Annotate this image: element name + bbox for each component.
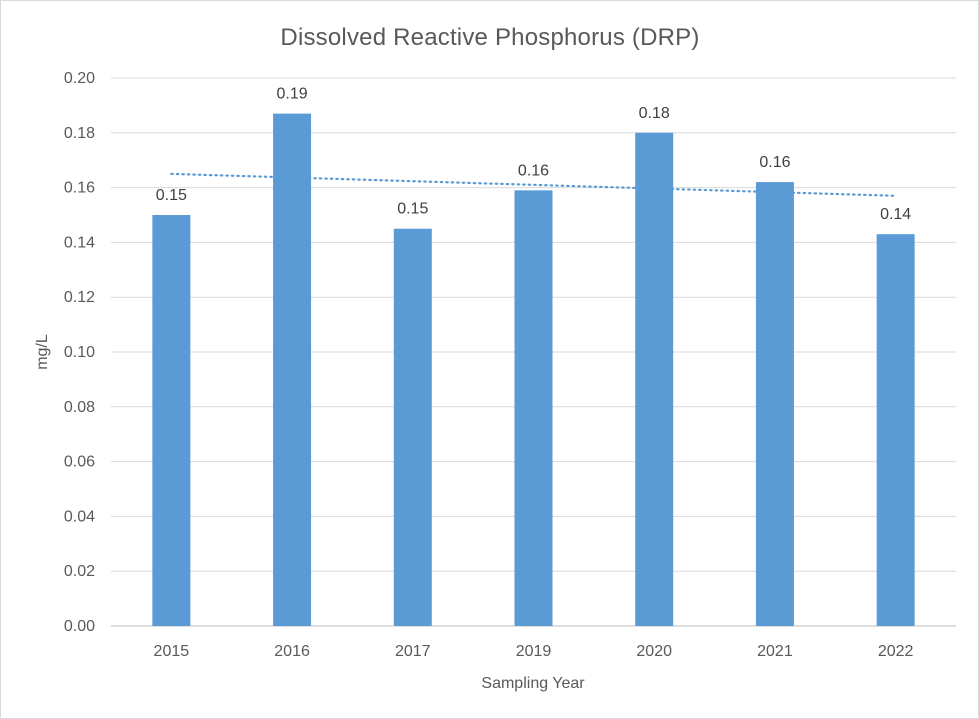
y-tick-label: 0.02: [64, 563, 95, 580]
data-label-2022: 0.14: [880, 206, 911, 223]
data-label-2016: 0.19: [277, 86, 308, 103]
bar-2021: [755, 182, 794, 626]
y-tick-label: 0.14: [64, 234, 95, 251]
x-tick-label-2020: 2020: [636, 643, 672, 660]
x-axis-label: Sampling Year: [481, 675, 585, 692]
bar-2016: [273, 113, 312, 627]
y-tick-label: 0.04: [64, 508, 95, 525]
y-tick-label: 0.18: [64, 125, 95, 142]
linear-trendline: [170, 172, 897, 197]
bar-2022: [876, 234, 915, 626]
bar-2019: [514, 190, 553, 626]
y-tick-label: 0.06: [64, 454, 95, 471]
trendline-layer: [170, 172, 897, 197]
data-label-2021: 0.16: [759, 154, 790, 171]
label-layer: 0.15 2015 0.19 2016 0.15 2017 0.16 2019 0.18 2020…: [154, 86, 914, 660]
bar-2015: [152, 215, 191, 626]
x-tick-label-2015: 2015: [154, 643, 190, 660]
bar-2017: [393, 228, 432, 626]
chart-title: Dissolved Reactive Phosphorus (DRP): [280, 24, 699, 51]
y-tick-label: 0.12: [64, 289, 95, 306]
bar-layer: [152, 113, 915, 627]
y-tick-label: 0.20: [64, 70, 95, 87]
x-tick-label-2021: 2021: [757, 643, 793, 660]
data-label-2017: 0.15: [397, 201, 428, 218]
data-label-2019: 0.16: [518, 162, 549, 179]
y-tick-label: 0.08: [64, 399, 95, 416]
y-tick-label: 0.00: [64, 618, 95, 635]
y-tick-label: 0.16: [64, 180, 95, 197]
x-tick-label-2022: 2022: [878, 643, 914, 660]
bar-2020: [635, 132, 674, 627]
x-tick-label-2016: 2016: [274, 643, 310, 660]
grid-layer: 0.00 0.02 0.04 0.06 0.08 0.10 0.12 0.14 0.16 0.18…: [64, 70, 956, 635]
x-tick-label-2017: 2017: [395, 643, 431, 660]
y-tick-label: 0.10: [64, 344, 95, 361]
data-label-2020: 0.18: [639, 105, 670, 122]
x-tick-label-2019: 2019: [516, 643, 552, 660]
y-axis-label: mg/L: [34, 334, 51, 370]
data-label-2015: 0.15: [156, 187, 187, 204]
